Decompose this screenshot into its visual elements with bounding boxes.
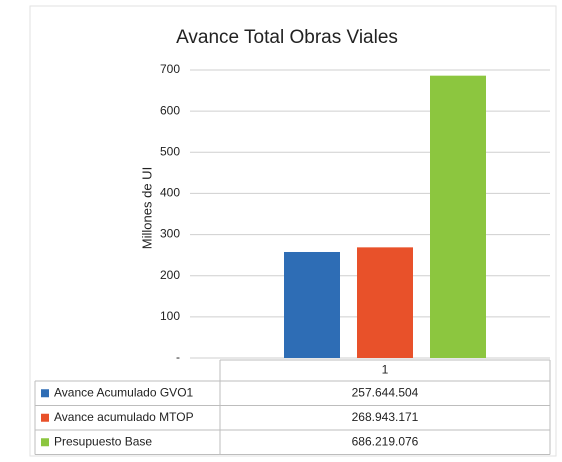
y-tick-label: 200 bbox=[160, 268, 180, 282]
y-tick-label: 700 bbox=[160, 62, 180, 76]
y-tick-label: 500 bbox=[160, 144, 180, 158]
table-value: 257.644.504 bbox=[352, 385, 419, 399]
bar bbox=[284, 251, 340, 358]
y-tick-label: 300 bbox=[160, 227, 180, 241]
legend-swatch bbox=[41, 413, 49, 422]
chart-title: Avance Total Obras Viales bbox=[176, 27, 398, 48]
legend-swatch bbox=[41, 389, 49, 398]
bar bbox=[357, 247, 413, 358]
legend-label: Presupuesto Base bbox=[54, 434, 152, 448]
legend-swatch bbox=[41, 438, 49, 447]
table-value: 268.943.171 bbox=[352, 410, 419, 424]
legend-label: Avance Acumulado GVO1 bbox=[54, 385, 194, 399]
bar bbox=[430, 75, 486, 359]
y-tick-label: 400 bbox=[160, 186, 180, 200]
y-axis-title: Millones de UI bbox=[139, 167, 154, 249]
x-tick-label: 1 bbox=[382, 363, 389, 377]
legend-label: Avance acumulado MTOP bbox=[54, 410, 194, 424]
table-value: 686.219.076 bbox=[352, 434, 419, 448]
y-tick-label: 100 bbox=[160, 309, 180, 323]
y-tick-label: 600 bbox=[160, 103, 180, 117]
y-tick-label: - bbox=[176, 350, 180, 364]
